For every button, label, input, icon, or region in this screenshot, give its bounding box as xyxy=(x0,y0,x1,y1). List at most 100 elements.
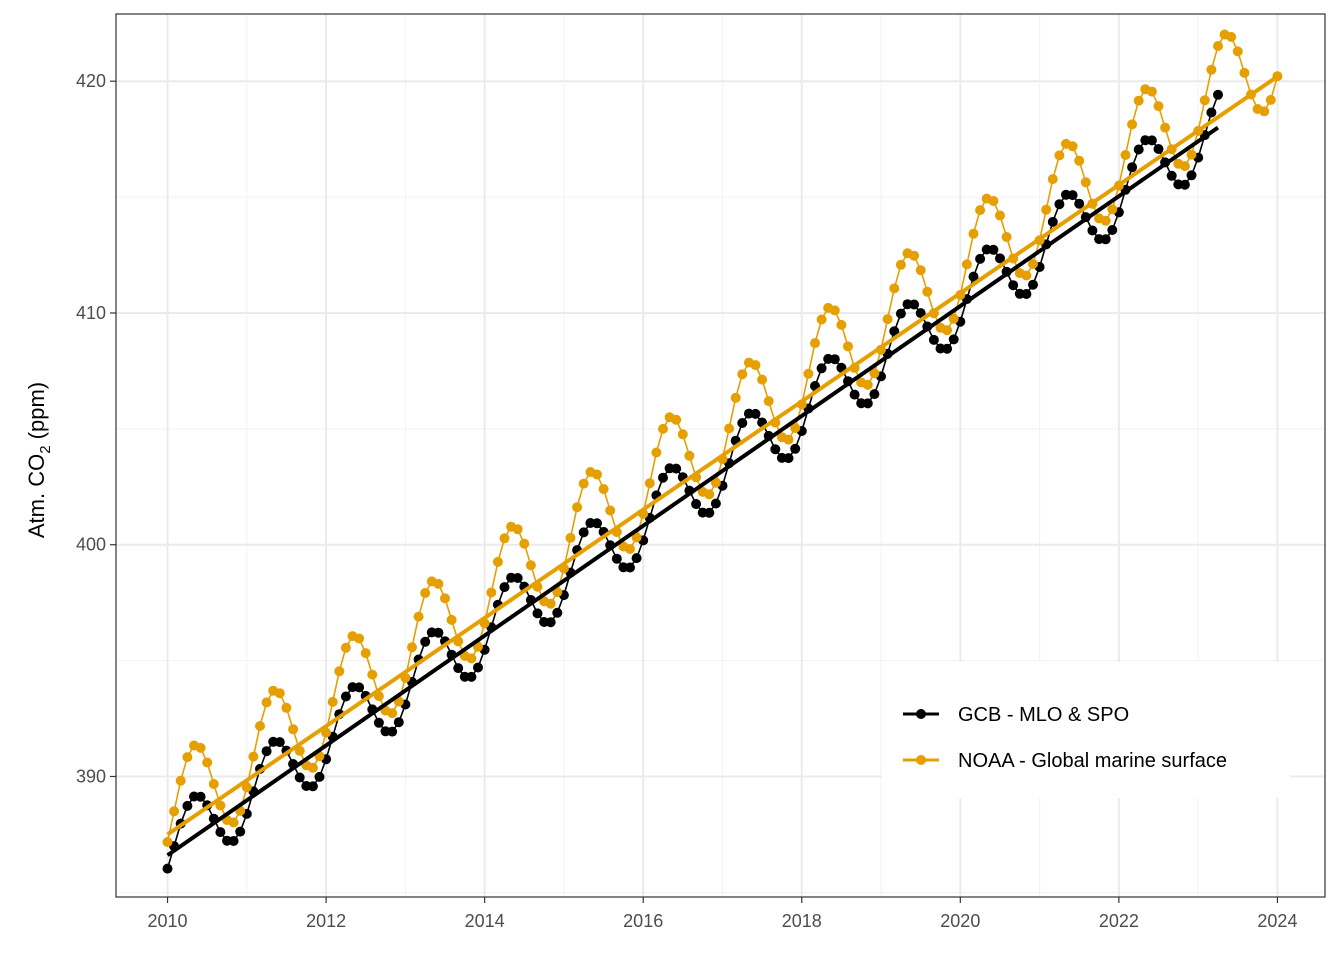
legend-label-noaa: NOAA - Global marine surface xyxy=(958,750,1227,772)
data-point xyxy=(750,360,761,371)
y-tick-label: 410 xyxy=(76,303,106,323)
data-point xyxy=(1153,101,1164,112)
data-point xyxy=(942,343,953,354)
data-point xyxy=(354,633,365,644)
data-point xyxy=(816,314,827,325)
data-point xyxy=(1153,144,1164,154)
data-point xyxy=(281,702,292,713)
data-point xyxy=(1067,141,1078,152)
data-point xyxy=(737,418,748,428)
data-point xyxy=(453,663,464,674)
data-point xyxy=(1054,199,1065,210)
data-point xyxy=(915,308,926,319)
data-point xyxy=(202,757,213,768)
x-tick-label: 2022 xyxy=(1099,911,1139,931)
legend-key-point-noaa xyxy=(916,755,926,765)
data-point xyxy=(1028,279,1038,290)
data-point xyxy=(869,389,880,400)
data-point xyxy=(710,477,721,488)
data-point xyxy=(446,614,457,625)
data-point xyxy=(1239,67,1250,78)
data-point xyxy=(1133,95,1144,106)
data-point xyxy=(162,837,173,847)
data-point xyxy=(545,598,556,609)
data-point xyxy=(235,826,246,837)
data-point xyxy=(790,423,801,433)
data-point xyxy=(499,533,510,544)
data-point xyxy=(1074,155,1085,166)
data-point xyxy=(1206,107,1217,118)
data-point xyxy=(783,453,794,464)
data-point xyxy=(1021,270,1032,281)
data-point xyxy=(611,553,622,564)
data-point xyxy=(288,724,299,735)
svg-text:Atm. CO2 (ppm): Atm. CO2 (ppm) xyxy=(24,382,54,538)
trend-line-gcb xyxy=(166,125,1220,857)
data-point xyxy=(466,653,477,664)
x-tick-label: 2016 xyxy=(623,911,663,931)
data-point xyxy=(1213,41,1223,51)
data-point xyxy=(704,489,715,500)
data-point xyxy=(552,607,563,618)
data-point xyxy=(1047,174,1058,185)
data-point xyxy=(882,314,893,325)
data-point xyxy=(631,532,642,543)
data-point xyxy=(255,721,265,731)
data-point xyxy=(1107,225,1118,235)
data-point xyxy=(895,259,906,270)
data-point xyxy=(975,205,986,216)
data-point xyxy=(387,708,398,719)
data-point xyxy=(625,562,635,573)
data-point xyxy=(1087,225,1098,236)
data-point xyxy=(922,286,933,297)
data-point xyxy=(592,469,602,480)
data-point xyxy=(473,662,483,673)
data-point xyxy=(598,484,609,494)
data-point xyxy=(420,636,431,647)
legend-background xyxy=(882,662,1290,798)
data-point xyxy=(433,578,444,589)
data-point xyxy=(1259,106,1270,117)
data-point xyxy=(849,389,860,400)
data-point xyxy=(1041,204,1052,215)
data-point xyxy=(433,627,444,638)
data-point xyxy=(889,326,900,337)
data-point xyxy=(724,423,735,434)
data-point xyxy=(644,478,655,489)
data-point xyxy=(843,341,853,352)
data-point xyxy=(340,691,351,702)
data-point xyxy=(909,250,920,261)
data-point xyxy=(1074,198,1085,209)
data-point xyxy=(307,762,318,773)
data-point xyxy=(327,696,338,707)
y-axis-title-subscript: 2 xyxy=(37,445,54,453)
data-point xyxy=(578,478,589,489)
y-tick-label: 420 xyxy=(76,71,106,91)
data-point xyxy=(1127,162,1138,173)
data-point xyxy=(360,648,371,659)
data-point xyxy=(565,532,576,543)
data-point xyxy=(307,781,318,792)
data-point xyxy=(928,334,939,345)
trend-line-noaa xyxy=(166,74,1279,837)
data-point xyxy=(169,806,180,817)
x-tick-label: 2020 xyxy=(940,911,980,931)
data-point xyxy=(651,447,662,458)
data-point xyxy=(248,751,259,762)
y-axis-title-main: Atm. CO xyxy=(24,454,49,538)
data-point xyxy=(274,737,285,748)
data-point xyxy=(889,283,900,294)
data-point xyxy=(420,588,431,598)
x-tick-label: 2010 xyxy=(148,911,188,931)
data-point xyxy=(968,228,979,239)
data-point xyxy=(393,717,404,728)
axes: 2010 2012 2014 2016 2018 2020 2022 2024 390 400 41… xyxy=(76,71,1298,931)
data-point xyxy=(1067,190,1078,201)
data-point xyxy=(704,507,715,518)
data-point xyxy=(387,726,398,737)
data-point xyxy=(1232,46,1243,57)
data-point xyxy=(658,423,668,434)
data-point xyxy=(413,611,424,622)
data-point xyxy=(1120,150,1131,160)
